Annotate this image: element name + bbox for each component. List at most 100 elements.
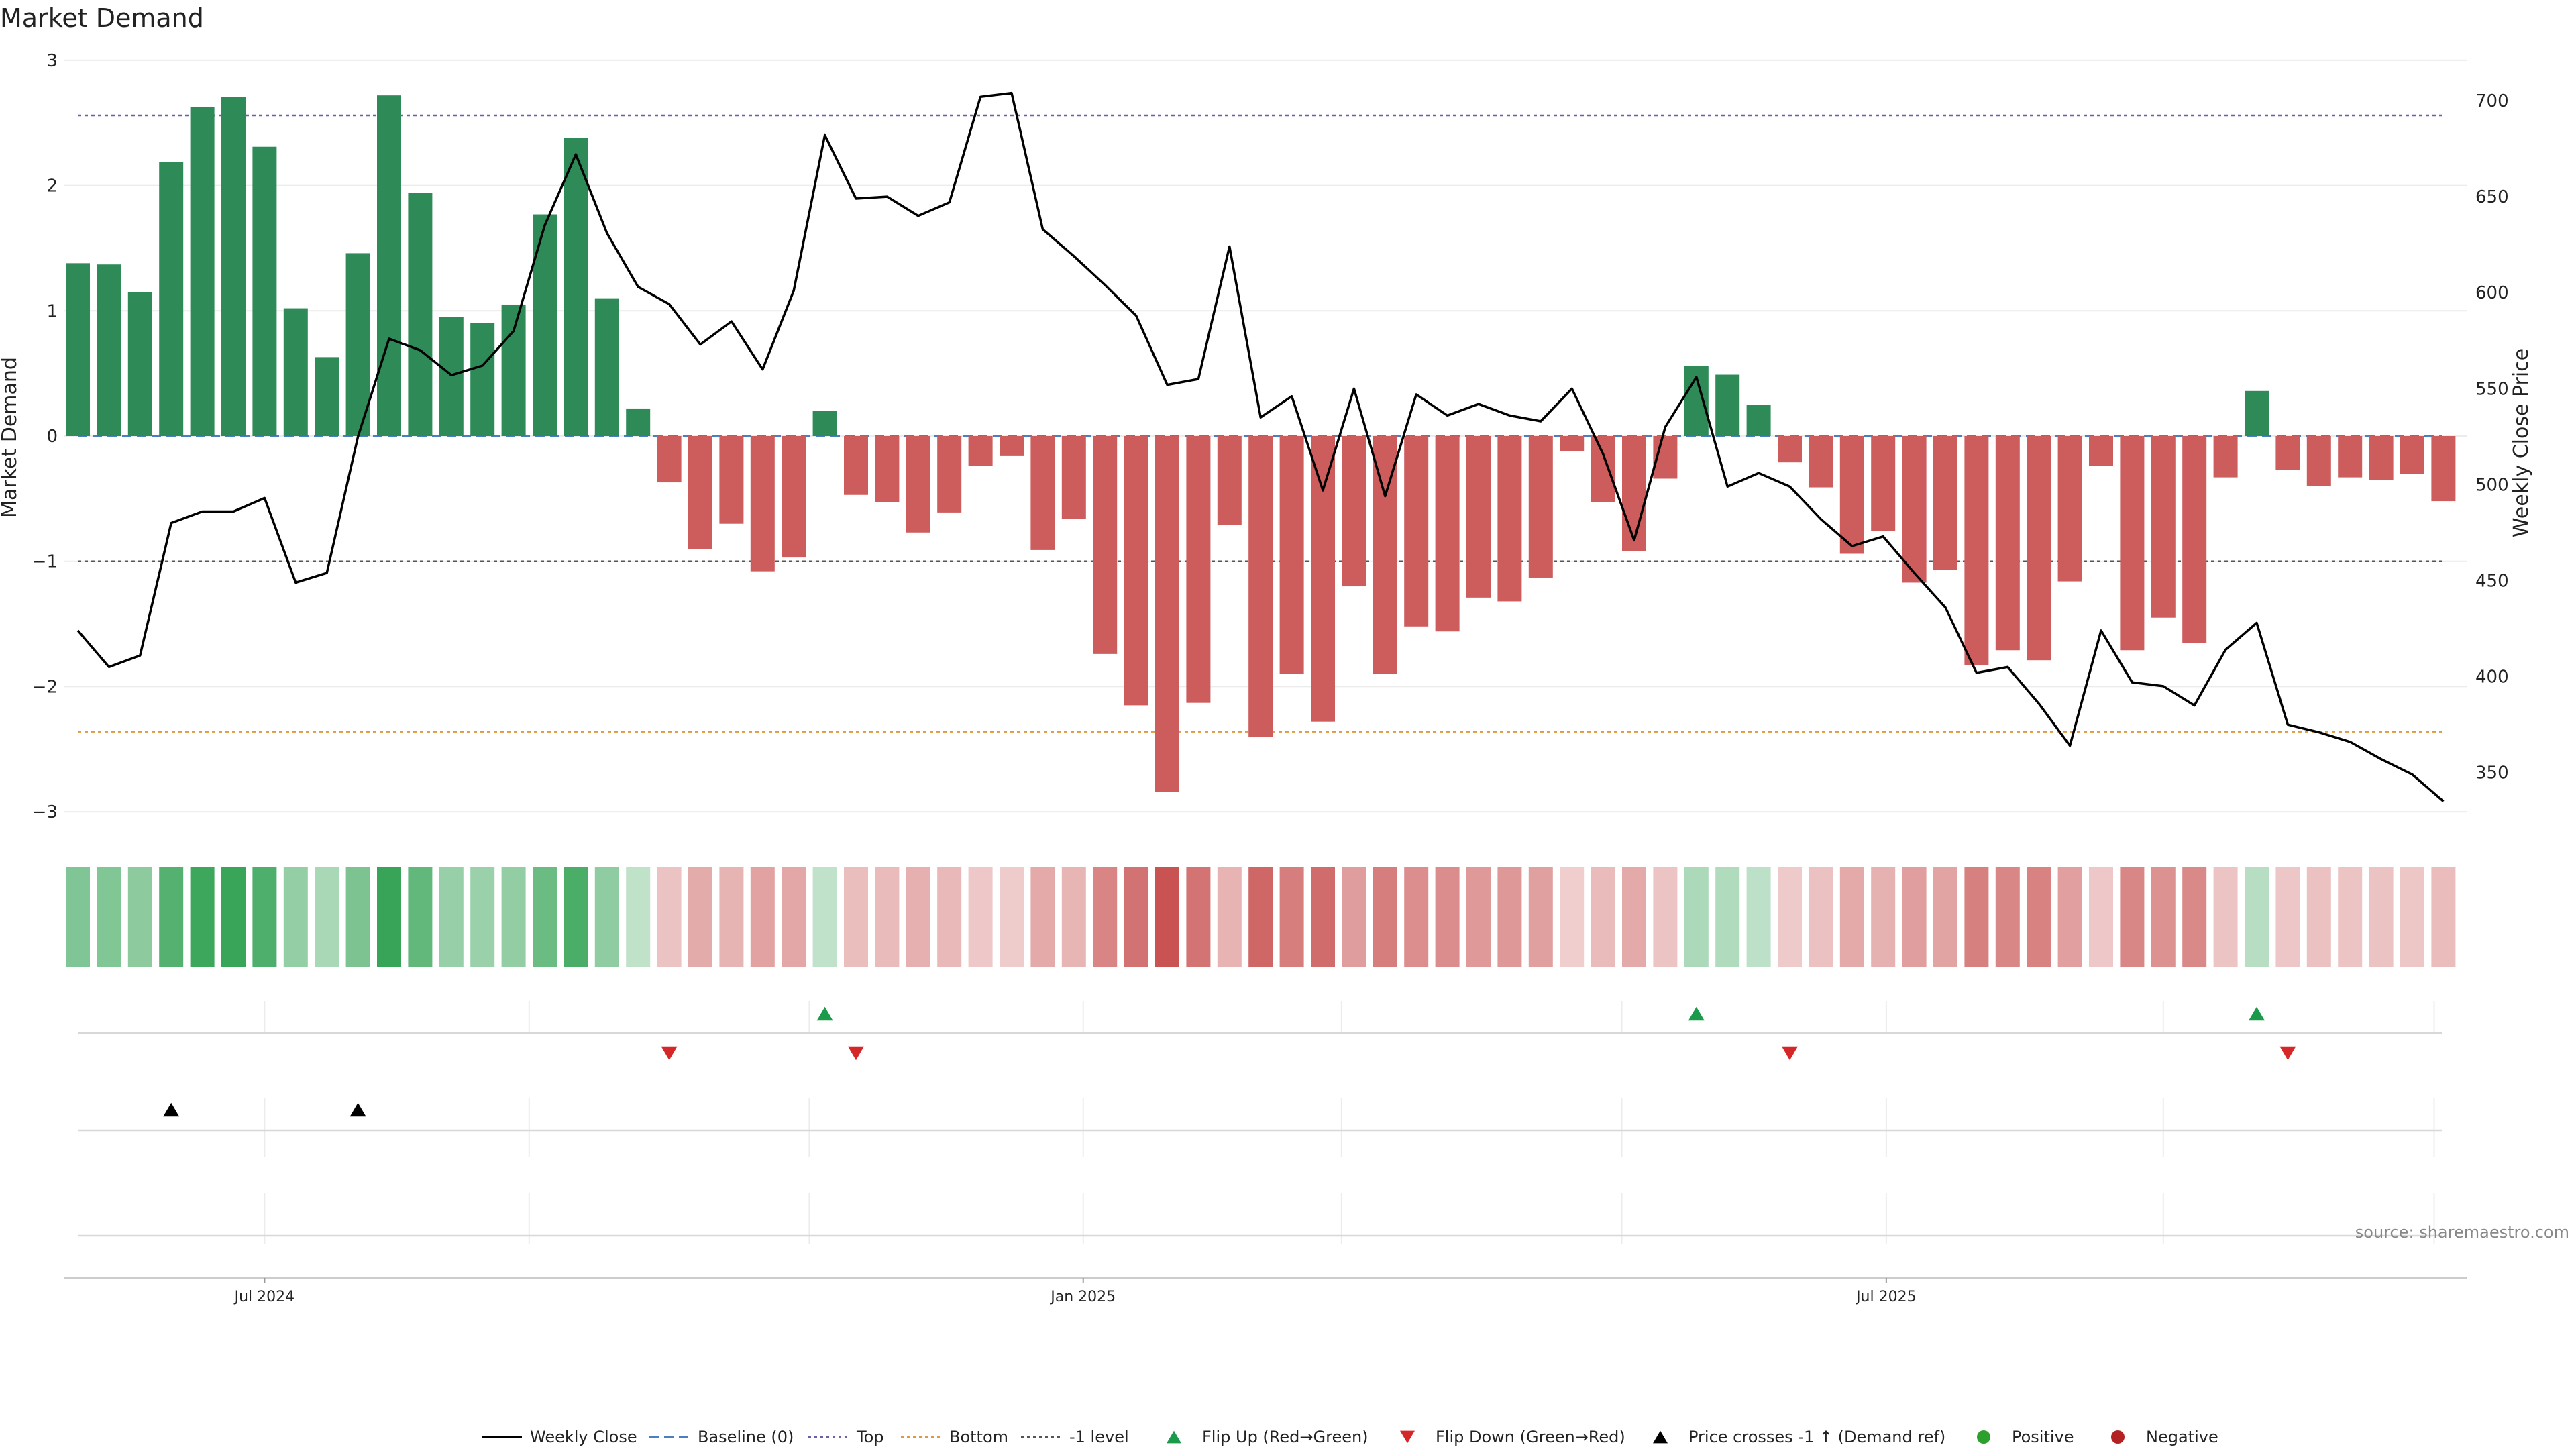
heat-cell [688,867,712,967]
heat-cell [1435,867,1460,967]
demand-heat-strip [66,867,2456,967]
demand-bar [1715,374,1740,436]
demand-bars [66,95,2456,792]
demand-bar [2275,436,2300,470]
heat-cell [1684,867,1709,967]
demand-bar [2431,436,2456,502]
demand-bar [2306,436,2331,486]
heat-cell [782,867,806,967]
heat-cell [1591,867,1615,967]
demand-bar [159,162,184,436]
heat-cell [2369,867,2394,967]
demand-bar [501,304,526,436]
flip-down-marker [1782,1046,1798,1061]
heat-cell [470,867,495,967]
heat-cell [1622,867,1646,967]
demand-bar [875,436,900,502]
demand-bar [190,106,215,436]
demand-bar [377,95,401,436]
heat-cell [2306,867,2331,967]
heat-cell [1342,867,1366,967]
demand-bar [408,193,433,436]
demand-bar [127,292,152,436]
legend-swatch [1653,1430,1668,1444]
axes: 3 2 1 0 −1 −2 −3 700 650 600 550 500 450 400 350 [32,51,2509,822]
heat-cell [283,867,308,967]
y2-tick-label: 600 [2475,283,2509,303]
heat-cell [1902,867,1927,967]
heat-cell [501,867,526,967]
demand-bar [1124,436,1148,706]
demand-bar [1279,436,1304,674]
legend: Weekly Close Baseline (0) Top Bottom -1 leve… [482,1428,2218,1446]
legend-label: Baseline (0) [698,1428,794,1446]
heat-cell [377,867,401,967]
legend-item: Weekly Close [482,1428,637,1446]
demand-bar [564,138,588,437]
heat-cell [937,867,962,967]
demand-bar [657,436,682,483]
flip-up-marker [816,1006,833,1021]
demand-bar [750,436,775,572]
demand-bar [844,436,868,495]
legend-item: Flip Down (Green→Red) [1400,1428,1625,1446]
y2-tick-label: 350 [2475,763,2509,784]
heat-cell [315,867,339,967]
heat-cell [1871,867,1896,967]
demand-bar [1497,436,1522,602]
heat-cell [1217,867,1242,967]
demand-bar [1560,436,1585,451]
flip-down-marker [848,1046,864,1061]
heat-cell [1093,867,1118,967]
chart-title: Market Demand [0,3,204,33]
demand-bar [1933,436,1957,570]
heat-cell [2400,867,2424,967]
demand-bar [2369,436,2394,480]
heat-cell [1000,867,1024,967]
legend-label: Flip Up (Red→Green) [1202,1428,1368,1446]
legend-swatch [1977,1430,1990,1444]
heat-cell [2089,867,2113,967]
heat-cell [345,867,370,967]
price-cross-marker [163,1102,180,1117]
demand-bar [345,253,370,436]
y2-tick-label: 550 [2475,379,2509,399]
x-axis-ticks: Jul 2024 Jan 2025 Jul 2025 [64,1277,2467,1305]
legend-swatch [1167,1430,1181,1444]
demand-bar [1902,436,1927,583]
legend-label: Top [856,1428,884,1446]
y-tick-label: −3 [32,802,58,822]
demand-bar [2245,390,2269,436]
heat-cell [408,867,433,967]
demand-bar [1622,436,1646,551]
demand-bar [533,214,557,436]
heat-cell [906,867,930,967]
heat-cell [66,867,90,967]
source-note: source: sharemaestro.com [2355,1223,2569,1242]
y-tick-label: 3 [46,51,58,71]
price-cross-marker [350,1102,366,1117]
y2-tick-label: 400 [2475,667,2509,688]
demand-bar [1839,436,1864,554]
y2-axis-label: Weekly Close Price [2510,348,2533,537]
price-cross-panel [78,1102,2442,1132]
x-tick-label: Jul 2024 [233,1289,295,1305]
demand-bar [782,436,806,558]
demand-bar [812,411,837,436]
legend-item: Bottom [901,1428,1008,1446]
demand-bar [2057,436,2082,582]
heat-cell [1186,867,1211,967]
demand-bar [1746,405,1771,436]
demand-bar [1995,436,2020,651]
demand-bar [1000,436,1024,456]
y2-tick-label: 500 [2475,475,2509,495]
demand-bar [283,308,308,436]
y-tick-label: 1 [46,301,58,321]
x-tick-label: Jul 2025 [1855,1289,1917,1305]
demand-bar [1061,436,1086,519]
y-tick-label: −1 [32,552,58,572]
demand-bar [1466,436,1491,598]
y-tick-label: −2 [32,677,58,697]
heat-cell [1061,867,1086,967]
y2-tick-label: 700 [2475,91,2509,111]
